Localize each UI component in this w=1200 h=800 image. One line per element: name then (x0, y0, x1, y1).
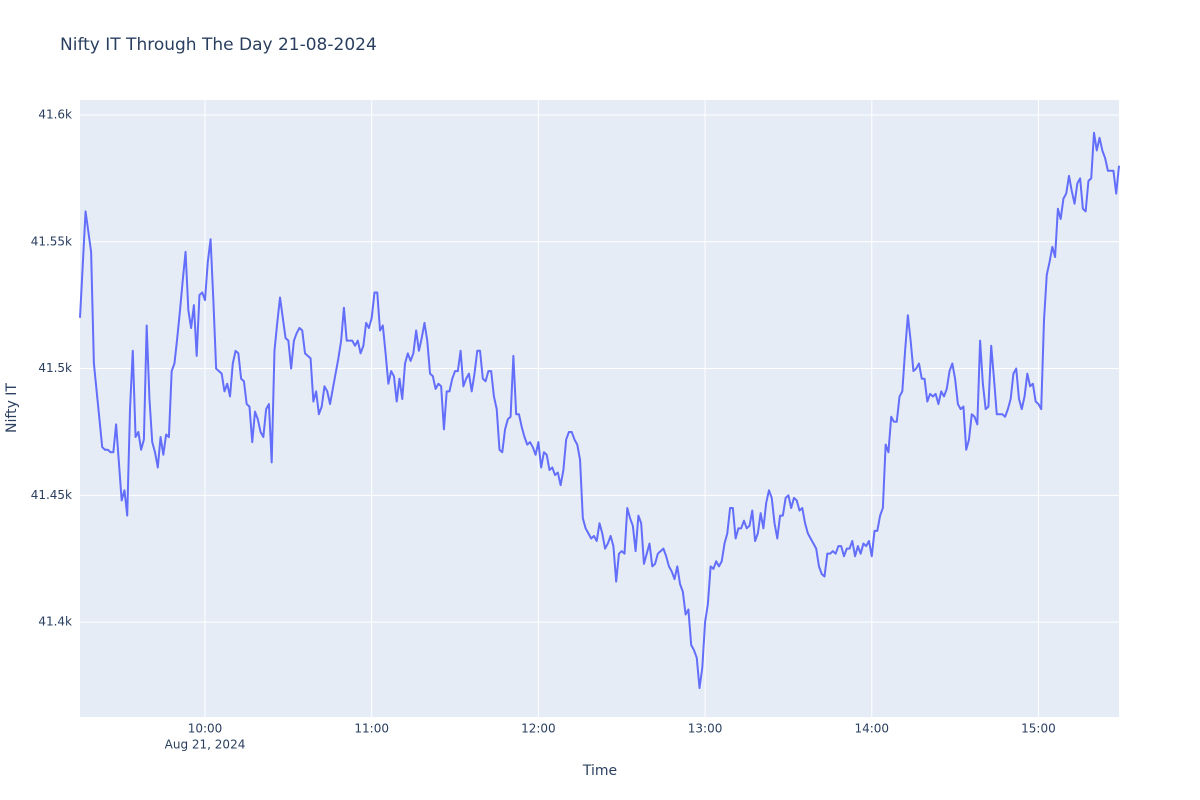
y-tick-label: 41.5k (38, 361, 72, 375)
y-tick-label: 41.45k (31, 488, 72, 502)
x-date-label: Aug 21, 2024 (165, 738, 246, 752)
y-tick-label: 41.55k (31, 234, 72, 248)
x-tick-label: 12:00 (521, 722, 556, 736)
chart-title: Nifty IT Through The Day 21-08-2024 (60, 35, 377, 55)
plot-area (80, 100, 1119, 717)
y-axis-title: Nifty IT (4, 383, 20, 433)
x-tick-label: 14:00 (854, 722, 889, 736)
x-tick-label: 13:00 (688, 722, 723, 736)
x-tick-label: 10:00 (188, 722, 223, 736)
price-line (79, 131, 1120, 690)
y-tick-label: 41.4k (38, 615, 72, 629)
y-tick-label: 41.6k (38, 107, 72, 121)
x-tick-label: 15:00 (1021, 722, 1056, 736)
x-axis-title: Time (582, 763, 617, 779)
x-tick-label: 11:00 (354, 722, 389, 736)
